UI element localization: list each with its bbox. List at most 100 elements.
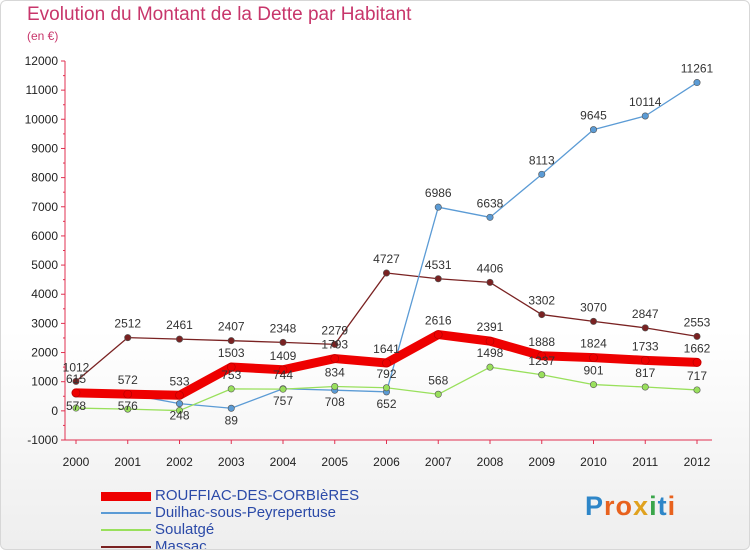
data-point [693, 332, 701, 340]
data-point [537, 351, 547, 361]
x-tick-label: 2004 [270, 455, 297, 469]
data-label: 2407 [218, 320, 245, 334]
data-label: 2391 [477, 320, 504, 334]
data-point [433, 330, 443, 339]
data-label: 1733 [632, 339, 659, 353]
legend-label: Duilhac-sous-Peyrepertuse [155, 504, 336, 521]
data-point [434, 390, 442, 398]
data-point [693, 79, 701, 87]
data-point [176, 407, 184, 415]
data-label: 1824 [580, 337, 607, 351]
data-label: 1237 [528, 354, 555, 368]
logo-letter: r [604, 491, 616, 521]
y-tick-label: 6000 [31, 229, 58, 243]
x-tick-label: 2010 [580, 455, 607, 469]
legend-label: Soulatgé [155, 521, 215, 538]
data-label: 1012 [63, 360, 90, 374]
x-tick-label: 2009 [528, 455, 555, 469]
data-label: 717 [687, 369, 707, 383]
logo-letter: o [615, 491, 634, 521]
data-label: 11261 [681, 62, 714, 76]
data-label: 2279 [321, 323, 348, 337]
data-point [589, 353, 598, 362]
data-point [486, 213, 494, 221]
data-point [72, 404, 80, 412]
data-label: 1662 [684, 341, 711, 355]
logo-letter: i [667, 491, 677, 521]
data-point [331, 383, 339, 391]
x-tick-label: 2000 [63, 455, 90, 469]
data-labels: 615 572 533 1503 1409 1793 1641 2616 2391 1888 182… [63, 62, 714, 428]
data-point [176, 400, 184, 408]
y-tick-label: 9000 [31, 141, 58, 155]
y-tick-label: 0 [51, 404, 58, 418]
data-point [382, 269, 390, 277]
data-label: 4531 [425, 258, 452, 272]
data-point [641, 383, 649, 391]
y-tick-label: 2000 [31, 346, 58, 360]
data-label: 89 [225, 413, 239, 427]
data-point [330, 354, 340, 363]
data-label: 744 [273, 368, 293, 382]
data-label: 10114 [629, 95, 662, 109]
data-label: 615 [66, 372, 86, 386]
data-point [538, 170, 546, 178]
x-tick-label: 2012 [684, 455, 711, 469]
data-point [123, 389, 133, 399]
data-point [589, 317, 597, 325]
data-label: 1409 [270, 349, 297, 363]
data-point [641, 324, 649, 332]
data-label: 6986 [425, 186, 452, 200]
chart-title: Evolution du Montant de la Dette par Hab… [27, 4, 412, 25]
y-tick-label: 3000 [31, 316, 58, 330]
data-label: 3070 [580, 300, 607, 314]
x-tick-label: 2008 [477, 455, 504, 469]
x-tick-label: 2005 [321, 455, 348, 469]
data-label: 2348 [270, 321, 297, 335]
data-point [226, 362, 236, 372]
y-tick-label: 1000 [31, 375, 58, 389]
legend: ROUFFIAC-DES-CORBIèRES Duilhac-sous-Peyre… [101, 487, 359, 549]
data-point [486, 363, 494, 371]
data-point [331, 340, 339, 348]
x-tick-label: 2001 [114, 455, 141, 469]
legend-label: ROUFFIAC-DES-CORBIèRES [155, 487, 360, 504]
y-tick-label: 8000 [31, 171, 58, 185]
data-point [538, 311, 546, 319]
data-point [589, 381, 597, 389]
data-point [382, 384, 390, 392]
data-label: 1503 [218, 346, 245, 360]
data-label: 578 [66, 399, 86, 413]
data-label: 757 [273, 394, 293, 408]
data-point [227, 337, 235, 345]
proxiti-logo: Proxiti [585, 491, 676, 522]
data-point [434, 275, 442, 283]
legend-swatch [101, 491, 151, 501]
data-point [641, 112, 649, 120]
data-label: 834 [325, 366, 345, 380]
data-label: 568 [428, 373, 448, 387]
data-point [227, 404, 235, 412]
data-point [486, 278, 494, 286]
data-point [589, 126, 597, 134]
legend-item: ROUFFIAC-DES-CORBIèRES [101, 487, 359, 504]
y-tick-label: 10000 [25, 112, 59, 126]
y-tick-label: 7000 [31, 200, 58, 214]
data-label: 248 [169, 409, 189, 423]
data-point [693, 386, 701, 394]
data-label: 3302 [528, 294, 555, 308]
x-tick-label: 2003 [218, 455, 245, 469]
legend-item: Massac [101, 538, 359, 549]
logo-letter: x [633, 491, 650, 521]
logo-letter: i [649, 491, 658, 521]
data-label: 9645 [580, 109, 607, 123]
data-label: 1498 [477, 346, 504, 360]
data-point [279, 338, 287, 346]
data-point [176, 335, 184, 343]
data-label: 8113 [529, 153, 555, 167]
chart-subtitle: (en €) [27, 29, 59, 43]
data-point [71, 388, 81, 398]
data-point [227, 385, 235, 393]
